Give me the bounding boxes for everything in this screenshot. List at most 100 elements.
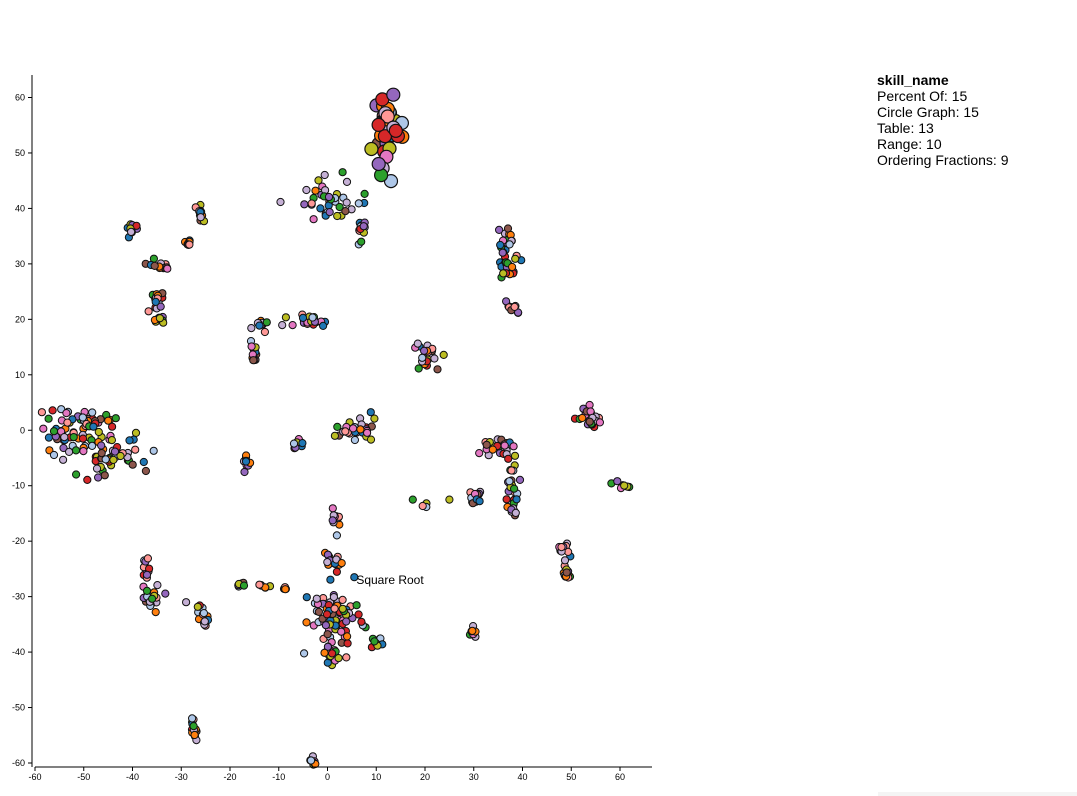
data-point[interactable] [343,632,352,641]
data-point[interactable] [342,653,351,662]
data-point[interactable] [185,240,194,249]
data-point[interactable] [366,408,375,417]
data-point[interactable] [255,580,264,589]
data-point[interactable] [468,626,477,636]
data-point[interactable] [504,454,513,463]
data-point[interactable] [430,354,439,363]
data-point[interactable] [141,466,150,476]
data-point[interactable] [354,199,363,208]
data-point[interactable] [307,199,316,208]
data-point[interactable] [488,445,497,454]
data-point[interactable] [356,425,365,434]
data-point[interactable] [321,621,330,630]
data-point[interactable] [332,567,341,576]
data-point[interactable] [97,441,106,450]
data-point[interactable] [338,168,347,177]
data-point[interactable] [418,353,427,362]
data-point[interactable] [125,436,134,445]
data-point[interactable] [357,617,366,626]
data-point[interactable] [495,225,504,234]
data-point[interactable] [502,495,511,504]
data-point[interactable] [505,477,514,486]
data-point[interactable] [323,558,332,567]
data-point[interactable] [78,434,88,443]
data-point[interactable] [59,455,68,464]
data-point[interactable] [323,630,332,639]
data-point[interactable] [71,446,81,455]
data-point[interactable] [139,457,148,467]
data-point[interactable] [337,627,346,636]
data-point[interactable] [509,484,519,493]
data-point[interactable] [48,406,57,415]
data-point[interactable] [364,141,379,157]
data-point[interactable] [69,433,78,442]
data-point[interactable] [511,254,520,263]
data-point[interactable] [298,439,307,448]
data-point[interactable] [354,610,363,619]
data-point[interactable] [300,649,309,658]
data-point[interactable] [249,356,258,365]
data-point[interactable] [100,471,109,480]
data-point[interactable] [620,481,629,490]
data-point[interactable] [332,531,341,540]
data-point[interactable] [408,495,417,504]
data-point[interactable] [97,449,106,458]
data-point[interactable] [511,508,520,518]
data-point[interactable] [83,475,92,484]
data-point[interactable] [515,475,525,484]
data-point[interactable] [109,455,118,464]
data-point[interactable] [262,318,271,327]
data-point[interactable] [326,575,335,584]
data-point[interactable] [298,313,308,322]
data-point[interactable] [144,307,153,316]
data-point[interactable] [507,262,517,272]
data-point[interactable] [193,602,202,611]
data-point[interactable] [239,581,249,590]
data-point[interactable] [149,446,158,455]
data-point[interactable] [482,440,491,449]
data-point[interactable] [44,414,53,423]
data-point[interactable] [104,416,113,425]
data-point[interactable] [328,504,337,513]
data-point[interactable] [420,346,429,355]
data-point[interactable] [337,559,346,568]
data-point[interactable] [88,441,97,450]
data-point[interactable] [512,495,521,504]
data-point[interactable] [342,198,351,207]
data-point[interactable] [496,240,505,250]
data-point[interactable] [276,197,285,207]
data-point[interactable] [386,87,401,102]
data-point[interactable] [312,594,321,603]
data-point[interactable] [88,408,97,417]
data-point[interactable] [320,648,329,657]
data-point[interactable] [311,186,320,195]
data-point[interactable] [334,654,343,663]
data-point[interactable] [505,240,514,249]
data-point[interactable] [370,414,379,423]
data-point[interactable] [37,408,47,417]
data-point[interactable] [288,321,297,330]
data-point[interactable] [116,451,125,461]
data-point[interactable] [302,185,311,195]
data-point[interactable] [357,237,366,246]
data-point[interactable] [370,637,379,646]
data-point[interactable] [49,450,59,460]
data-point[interactable] [163,264,172,273]
data-point[interactable] [319,321,328,330]
data-point[interactable] [72,470,81,479]
data-point[interactable] [281,585,290,594]
data-point[interactable] [350,573,359,582]
data-point[interactable] [338,595,347,605]
data-point[interactable] [343,639,352,648]
data-point[interactable] [128,460,137,469]
data-point[interactable] [302,593,311,602]
data-point[interactable] [92,464,102,473]
data-point[interactable] [196,213,205,222]
data-point[interactable] [131,428,141,437]
data-point[interactable] [371,117,386,133]
data-point[interactable] [44,433,54,442]
data-point[interactable] [509,442,518,451]
data-point[interactable] [107,436,117,445]
data-point[interactable] [328,649,337,658]
data-point[interactable] [306,756,316,765]
